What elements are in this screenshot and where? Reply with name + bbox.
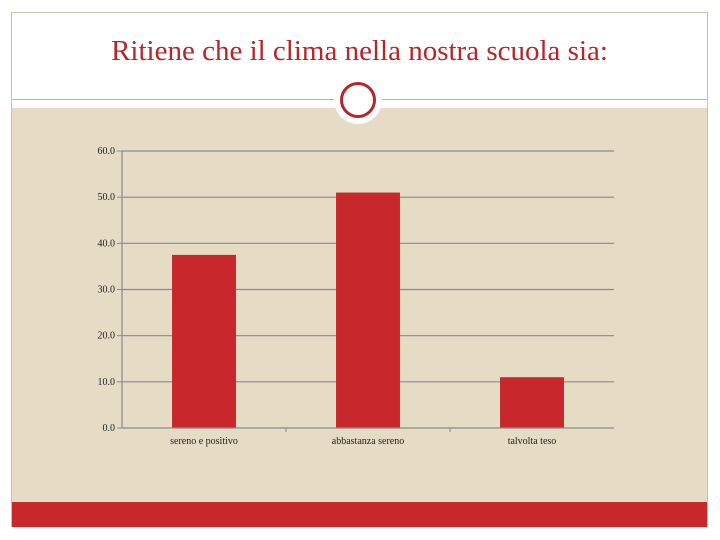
- x-category-label: talvolta teso: [508, 436, 557, 447]
- bar: [500, 377, 564, 428]
- y-axis-ticks: 0.0 10.0 20.0 30.0 40.0 50.0 60.0: [98, 146, 122, 434]
- y-tick-label: 50.0: [98, 192, 116, 203]
- y-tick-label: 10.0: [98, 377, 116, 388]
- bottom-accent-bar: [12, 502, 707, 527]
- bar: [172, 254, 236, 428]
- slide-title: Ritiene che il clima nella nostra scuola…: [111, 35, 608, 67]
- bar: [336, 192, 400, 428]
- circle-ornament-icon: [340, 82, 376, 118]
- y-tick-label: 20.0: [98, 331, 116, 342]
- x-axis-labels: sereno e positivo abbastanza sereno talvol…: [170, 428, 556, 447]
- y-tick-label: 40.0: [98, 238, 116, 249]
- y-tick-label: 60.0: [98, 146, 116, 157]
- y-tick-label: 0.0: [103, 423, 116, 434]
- x-category-label: abbastanza sereno: [332, 436, 404, 447]
- bars: [172, 192, 564, 428]
- x-category-label: sereno e positivo: [170, 436, 238, 447]
- y-tick-label: 30.0: [98, 285, 116, 296]
